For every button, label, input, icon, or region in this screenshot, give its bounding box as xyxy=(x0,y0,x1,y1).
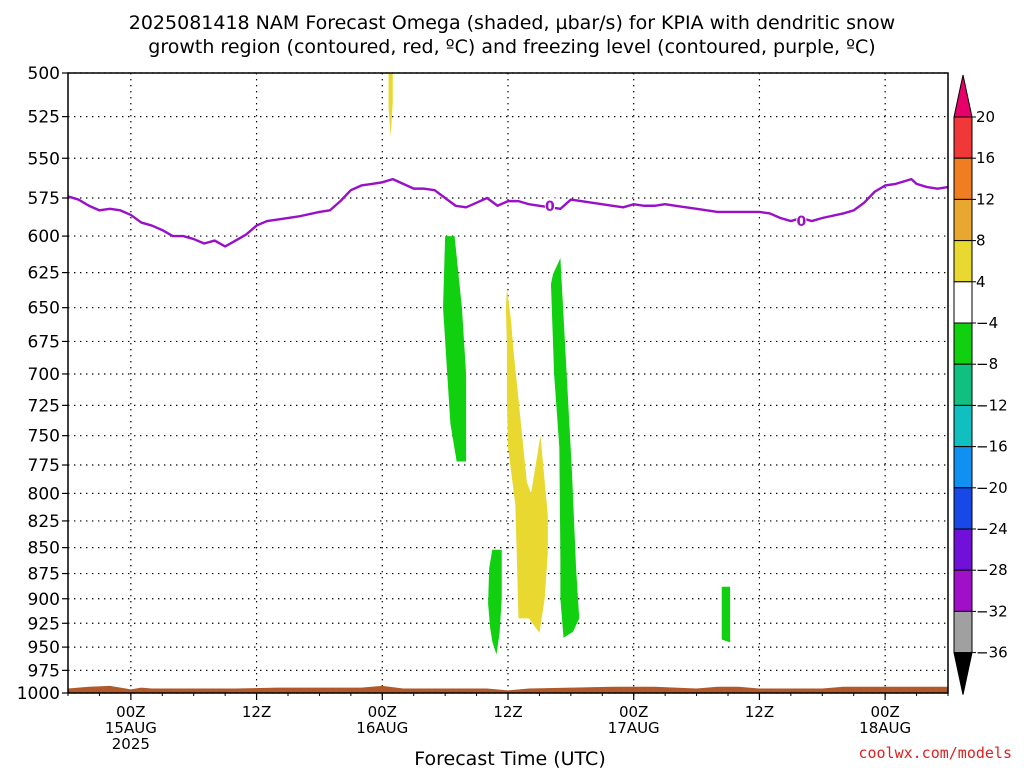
x-tick-label: 18AUG xyxy=(859,719,911,737)
x-axis-label: Forecast Time (UTC) xyxy=(414,748,605,768)
colorbar-label: 12 xyxy=(976,190,995,208)
colorbar-label: −4 xyxy=(976,314,998,332)
colorbar-label: 20 xyxy=(976,108,995,126)
freezing-level-label: 0 xyxy=(545,199,555,215)
x-tick-label: 12Z xyxy=(493,703,522,721)
y-tick-label: 925 xyxy=(28,614,60,634)
colorbar-swatch xyxy=(953,363,973,406)
freezing-level-label: 0 xyxy=(796,214,806,230)
y-tick-label: 900 xyxy=(28,590,60,610)
plot-area: 00 xyxy=(67,72,949,694)
chart-title-line-1: 2025081418 NAM Forecast Omega (shaded, µ… xyxy=(129,12,895,34)
y-tick-label: 525 xyxy=(28,108,60,128)
omega-region xyxy=(505,288,548,633)
contour-label-background xyxy=(544,197,555,213)
x-tick-label: 17AUG xyxy=(608,719,660,737)
y-tick-label: 800 xyxy=(28,484,60,504)
colorbar-swatch xyxy=(953,487,973,530)
colorbar-top-triangle xyxy=(953,74,973,118)
y-axis: 500 525 550 575 600 625 650 675 700 725 750 775 800 8… xyxy=(17,64,68,704)
colorbar-bottom-triangle xyxy=(953,652,973,695)
omega-region xyxy=(488,549,502,655)
colorbar-swatch xyxy=(953,322,973,365)
colorbar-swatch xyxy=(953,569,973,612)
x-tick-label: 00Z xyxy=(619,703,648,721)
x-tick-label: 2025 xyxy=(112,735,150,753)
colorbar-label: −36 xyxy=(976,644,1008,662)
colorbar-label: 16 xyxy=(976,149,995,167)
colorbar-swatch xyxy=(953,116,973,159)
colorbar-swatch xyxy=(953,404,973,448)
colorbar-swatch xyxy=(953,281,973,324)
y-tick-label: 725 xyxy=(28,396,60,416)
omega-region xyxy=(443,236,467,462)
y-tick-label: 700 xyxy=(28,365,60,385)
colorbar-swatch xyxy=(953,157,973,200)
omega-region xyxy=(388,73,393,137)
contour-label-background xyxy=(796,213,807,229)
y-tick-label: 550 xyxy=(28,149,60,169)
terrain-surface xyxy=(68,685,948,693)
x-tick-label: 15AUG xyxy=(105,719,157,737)
colorbar-label: −16 xyxy=(976,438,1008,456)
x-tick-label: 16AUG xyxy=(356,719,408,737)
omega-shading-layer xyxy=(388,73,731,655)
colorbar-swatch xyxy=(953,240,973,283)
terrain-layer xyxy=(68,685,948,693)
y-tick-label: 975 xyxy=(28,661,60,681)
x-tick-label: 12Z xyxy=(242,703,271,721)
y-tick-label: 625 xyxy=(28,264,60,284)
x-tick-label: 00Z xyxy=(870,703,899,721)
colorbar-swatch xyxy=(953,528,973,571)
y-tick-label: 950 xyxy=(28,638,60,658)
colorbar-label: 8 xyxy=(976,232,986,250)
colorbar-swatch xyxy=(953,446,973,489)
chart-title-line-2: growth region (contoured, red, ºC) and f… xyxy=(148,36,875,58)
colorbar-swatch xyxy=(953,610,973,654)
credit-text: coolwx.com/models xyxy=(858,744,1012,762)
y-tick-label: 850 xyxy=(28,539,60,559)
omega-region xyxy=(550,258,580,638)
y-tick-label: 875 xyxy=(28,565,60,585)
y-tick-label: 675 xyxy=(28,332,60,352)
colorbar-label: −24 xyxy=(976,520,1008,538)
colorbar-label: −28 xyxy=(976,561,1008,579)
omega-region xyxy=(721,586,731,643)
freezing-level-layer: 00 xyxy=(67,177,949,248)
colorbar-label: −12 xyxy=(976,396,1008,414)
y-tick-label: 650 xyxy=(28,299,60,319)
y-tick-label: 600 xyxy=(28,227,60,247)
x-tick-label: 00Z xyxy=(116,703,145,721)
colorbar-label: 4 xyxy=(976,273,986,291)
colorbar-label: −8 xyxy=(976,355,998,373)
colorbar-swatch xyxy=(953,198,973,242)
y-tick-label: 500 xyxy=(28,64,60,84)
colorbar-label: −32 xyxy=(976,602,1008,620)
colorbar: 20 16 12 8 4 −4 −8 −12 −16 −20 −24 −28 −32 −36 xyxy=(953,74,1008,695)
y-tick-label: 575 xyxy=(28,189,60,209)
y-tick-label: 825 xyxy=(28,512,60,532)
y-tick-label: 750 xyxy=(28,427,60,447)
y-tick-label: 775 xyxy=(28,456,60,476)
y-tick-label: 1000 xyxy=(17,684,60,704)
x-tick-label: 12Z xyxy=(745,703,774,721)
x-tick-label: 00Z xyxy=(368,703,397,721)
freezing-level-line xyxy=(67,177,949,248)
colorbar-label: −20 xyxy=(976,479,1008,497)
